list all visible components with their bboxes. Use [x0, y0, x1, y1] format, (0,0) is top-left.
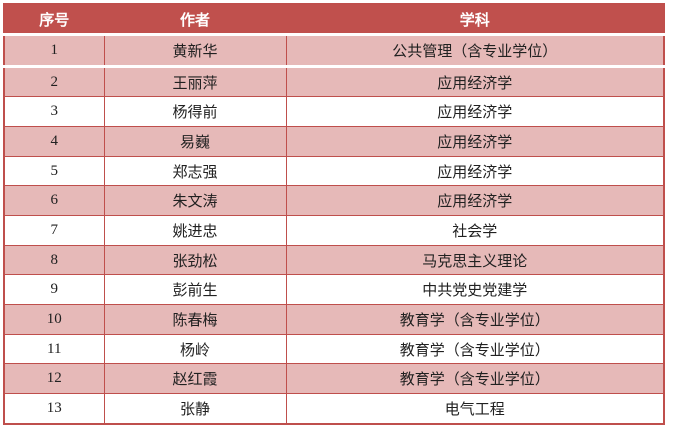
subject-cell: 应用经济学: [285, 185, 665, 217]
table-row: 12 赵红霞 教育学（含专业学位）: [3, 363, 665, 395]
author-cell: 易巍: [103, 126, 287, 157]
table-header: 序号 作者 学科: [3, 3, 665, 36]
author-cell: 朱文涛: [103, 185, 287, 217]
index-cell: 2: [3, 65, 105, 98]
subject-cell: 应用经济学: [285, 65, 665, 98]
index-cell: 11: [3, 333, 105, 365]
table-body: 1 黄新华 公共管理（含专业学位） 2 王丽萍 应用经济学 3 杨得前 应用经济学 4 易巍 应用经济…: [3, 34, 665, 425]
subject-cell: 教育学（含专业学位）: [285, 333, 665, 365]
table-row: 13 张静 电气工程: [3, 393, 665, 425]
author-subject-table: 序号 作者 学科 1 黄新华 公共管理（含专业学位） 2 王丽萍 应用经济学 3 杨得前 应用经…: [3, 3, 665, 425]
subject-cell: 电气工程: [285, 393, 665, 425]
index-cell: 3: [3, 96, 105, 128]
subject-cell: 应用经济学: [285, 126, 665, 157]
table-row: 4 易巍 应用经济学: [3, 126, 665, 157]
table-row: 3 杨得前 应用经济学: [3, 96, 665, 128]
author-cell: 陈春梅: [103, 304, 287, 335]
author-cell: 赵红霞: [103, 363, 287, 395]
table-row: 2 王丽萍 应用经济学: [3, 65, 665, 98]
subject-cell: 公共管理（含专业学位）: [285, 34, 665, 68]
index-cell: 9: [3, 274, 105, 306]
subject-cell: 教育学（含专业学位）: [285, 304, 665, 335]
index-cell: 13: [3, 393, 105, 425]
author-cell: 王丽萍: [103, 65, 287, 98]
index-cell: 1: [3, 34, 105, 68]
author-cell: 姚进忠: [103, 215, 287, 246]
subject-cell: 教育学（含专业学位）: [285, 363, 665, 395]
author-cell: 张劲松: [103, 244, 287, 276]
table-row: 7 姚进忠 社会学: [3, 215, 665, 246]
header-cell-subject: 学科: [285, 3, 665, 36]
table-row: 9 彭前生 中共党史党建学: [3, 274, 665, 306]
table-row: 10 陈春梅 教育学（含专业学位）: [3, 304, 665, 335]
author-cell: 杨得前: [103, 96, 287, 128]
index-cell: 10: [3, 304, 105, 335]
table-row: 11 杨岭 教育学（含专业学位）: [3, 333, 665, 365]
header-row: 序号 作者 学科: [3, 3, 665, 36]
header-cell-index: 序号: [3, 3, 105, 36]
table-row: 5 郑志强 应用经济学: [3, 155, 665, 187]
index-cell: 8: [3, 244, 105, 276]
author-cell: 彭前生: [103, 274, 287, 306]
table-row: 6 朱文涛 应用经济学: [3, 185, 665, 217]
author-cell: 张静: [103, 393, 287, 425]
subject-cell: 马克思主义理论: [285, 244, 665, 276]
header-cell-author: 作者: [103, 3, 287, 36]
index-cell: 5: [3, 155, 105, 187]
subject-cell: 社会学: [285, 215, 665, 246]
subject-cell: 应用经济学: [285, 96, 665, 128]
index-cell: 12: [3, 363, 105, 395]
author-cell: 郑志强: [103, 155, 287, 187]
index-cell: 4: [3, 126, 105, 157]
subject-cell: 应用经济学: [285, 155, 665, 187]
subject-cell: 中共党史党建学: [285, 274, 665, 306]
index-cell: 6: [3, 185, 105, 217]
table-row: 1 黄新华 公共管理（含专业学位）: [3, 34, 665, 68]
author-cell: 黄新华: [103, 34, 287, 68]
table-row: 8 张劲松 马克思主义理论: [3, 244, 665, 276]
index-cell: 7: [3, 215, 105, 246]
author-cell: 杨岭: [103, 333, 287, 365]
